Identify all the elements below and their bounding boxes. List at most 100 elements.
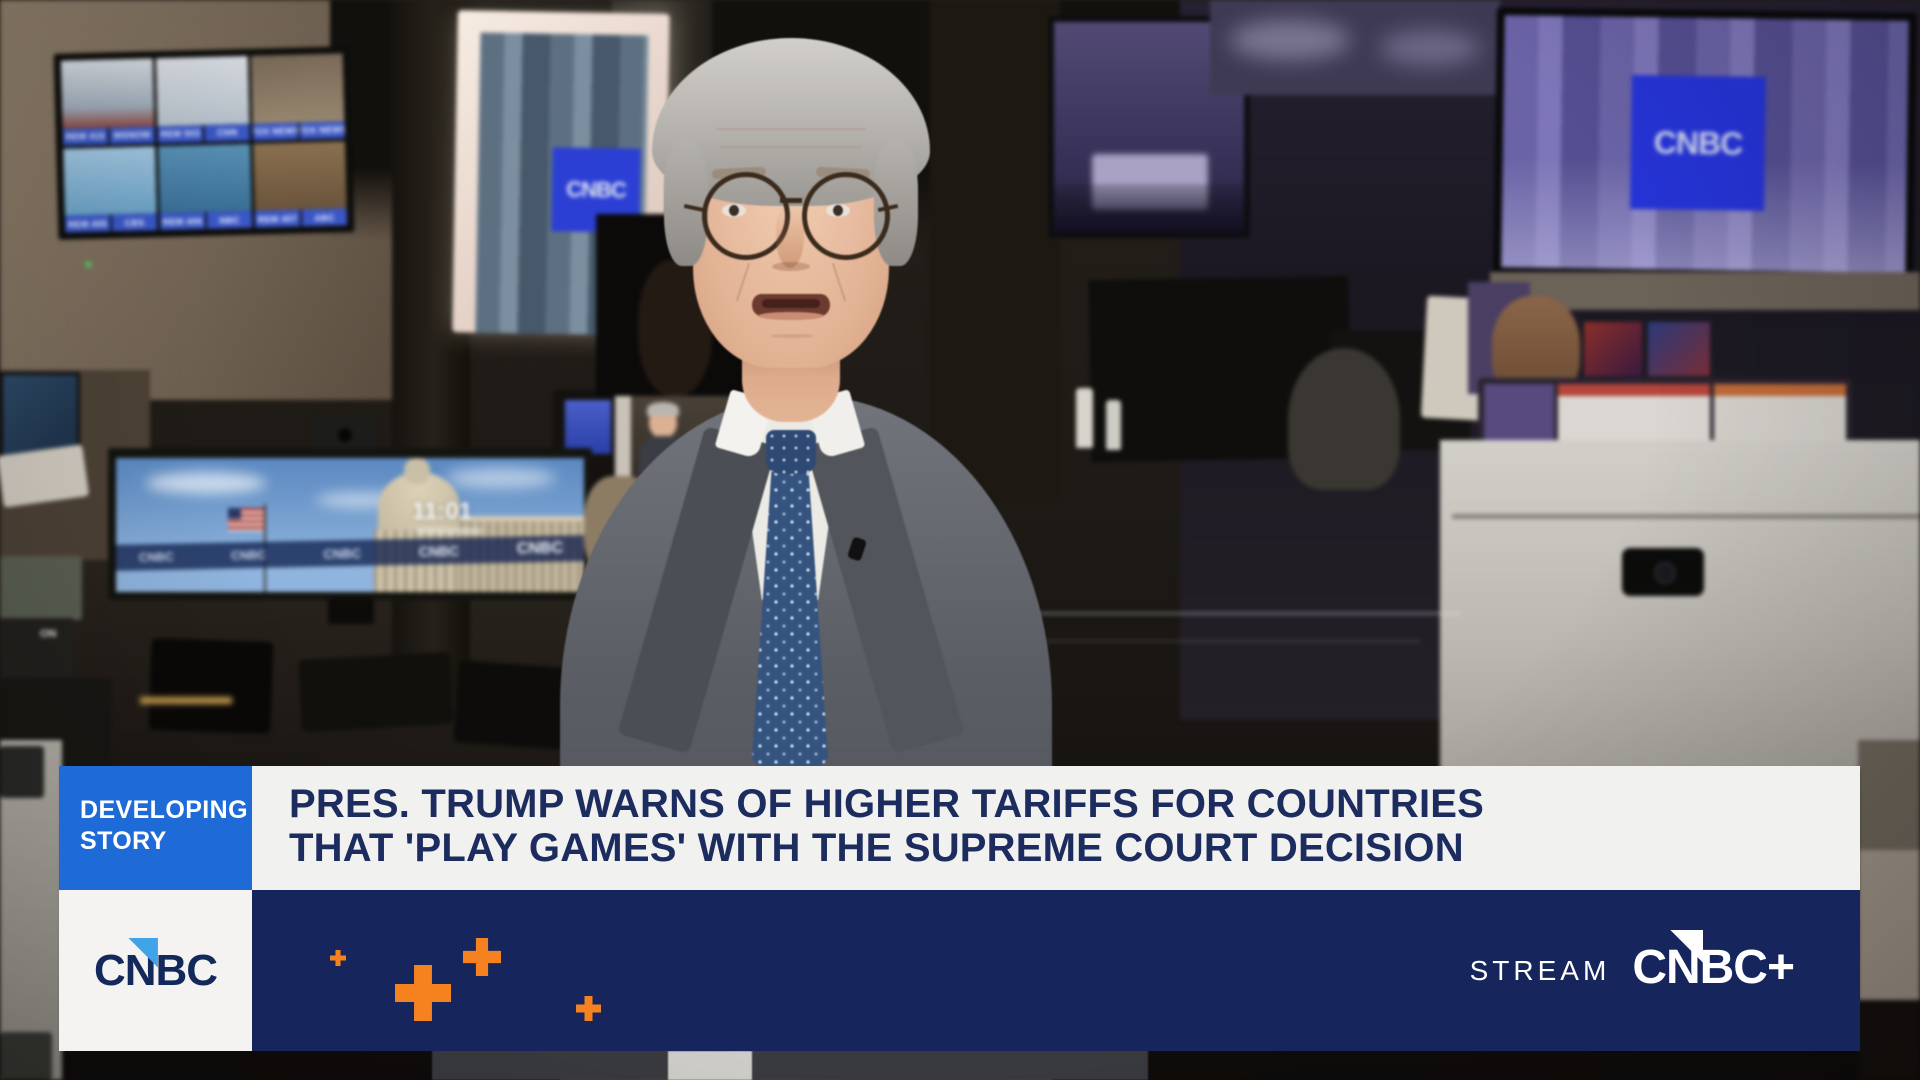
multiviewer-feed bbox=[60, 58, 155, 129]
plus-decoration bbox=[395, 965, 451, 1021]
forehead-line bbox=[716, 128, 866, 130]
status-led bbox=[86, 262, 91, 267]
right-edge-wall bbox=[1858, 740, 1920, 850]
headline-box: PRES. TRUMP WARNS OF HIGHER TARIFFS FOR … bbox=[252, 766, 1860, 890]
plus-decoration bbox=[576, 996, 601, 1021]
anchor-hair-side-left bbox=[664, 140, 708, 266]
multiviewer-feed bbox=[63, 145, 157, 216]
kicker-line: DEVELOPING bbox=[80, 796, 248, 824]
desk-equipment bbox=[148, 637, 274, 735]
multiviewer-feed bbox=[253, 140, 347, 211]
anchor-nose bbox=[776, 206, 804, 268]
multiviewer-cell: REM 415 MSNOW bbox=[60, 58, 155, 146]
anchor-mouth-inner bbox=[762, 299, 820, 308]
preview-hair bbox=[647, 402, 679, 416]
feed-label: CNN bbox=[204, 123, 250, 142]
right-strip-screen bbox=[1210, 0, 1500, 95]
glass-partition-edge bbox=[920, 640, 1420, 642]
desk-equipment bbox=[453, 660, 571, 750]
feed-label: REM 503 bbox=[157, 124, 203, 143]
stream-label: STREAM bbox=[1469, 954, 1611, 986]
equipment-label: ON bbox=[40, 628, 57, 640]
multiviewer-cell: REM 406 NBC bbox=[158, 143, 253, 231]
multiviewer-feed bbox=[158, 143, 252, 214]
desk-partition-white bbox=[1440, 440, 1920, 770]
multiviewer-monitor: REM 415 MSNOW REM 503 CNN FOX NEWS FOX NEWS… bbox=[53, 46, 355, 240]
cnbc-logo: CNBC bbox=[94, 937, 218, 996]
forehead-line bbox=[720, 146, 862, 148]
multiviewer-cell: REM 405 CBS bbox=[63, 145, 158, 233]
anchor-shirt-sliver bbox=[668, 1051, 752, 1080]
plus-decoration bbox=[330, 950, 346, 966]
cnbc-lightbox-logo-text: CNBC bbox=[566, 176, 627, 203]
screen-clock-caption bbox=[416, 528, 482, 534]
glasses-lens-right bbox=[802, 172, 890, 260]
big-screen-logo: CNBC bbox=[1630, 74, 1766, 211]
feed-label: NBC bbox=[206, 210, 253, 229]
cnbc-watermark: CNBC bbox=[516, 539, 564, 558]
equipment-box-dark: ON bbox=[0, 618, 74, 680]
strip-glow bbox=[1230, 20, 1350, 60]
spray-bottle bbox=[1076, 388, 1093, 448]
feed-label: REM 415 bbox=[62, 127, 108, 146]
headline-line: THAT 'PLAY GAMES' WITH THE SUPREME COURT… bbox=[289, 826, 1464, 870]
feed-label: MSNOW bbox=[109, 125, 155, 144]
cloud bbox=[146, 472, 266, 494]
feed-label: REM 406 bbox=[159, 212, 206, 231]
glasses-lens-left bbox=[702, 172, 790, 260]
wall-column-center bbox=[930, 0, 1060, 500]
cnbc-watermark: CNBC bbox=[231, 547, 267, 563]
stream-promo: STREAM CNBC+ bbox=[1469, 890, 1795, 1051]
equipment-box-green bbox=[0, 556, 82, 620]
feed-label: FOX NEWS bbox=[252, 122, 298, 141]
whitehouse-trees bbox=[1054, 184, 1244, 232]
multiviewer-feed bbox=[250, 53, 345, 124]
right-edge-desk bbox=[1858, 850, 1920, 1000]
capitol-cupola bbox=[404, 458, 430, 484]
screen-clock: 11:01 bbox=[412, 498, 473, 525]
feed-label: ABC bbox=[301, 208, 348, 227]
right-edge-floor bbox=[1858, 1000, 1920, 1080]
capitol-screen: 11:01 CNBC CNBC CNBC CNBC CNBC bbox=[116, 458, 584, 592]
feed-label: REM 405 bbox=[64, 214, 111, 233]
multiviewer-cell: FOX NEWS FOX NEWS bbox=[250, 53, 345, 141]
feed-label: REM 407 bbox=[254, 209, 301, 228]
feed-label: FOX NEWS bbox=[299, 120, 345, 139]
preview-frame-edge bbox=[615, 396, 631, 484]
desk-partition-seam bbox=[1452, 514, 1920, 519]
small-color-screen bbox=[1648, 322, 1710, 376]
plus-decoration bbox=[463, 938, 501, 976]
capitol-webcam bbox=[312, 416, 378, 454]
preview-blue-screen bbox=[565, 400, 611, 454]
us-flag-canton bbox=[228, 508, 241, 519]
cnbc-watermark: CNBC bbox=[138, 549, 174, 565]
stream-bar: STREAM CNBC+ bbox=[252, 890, 1860, 1051]
office-chair bbox=[1288, 348, 1400, 490]
feed-label: CBS bbox=[111, 213, 158, 232]
desk-light-strip bbox=[140, 697, 232, 704]
cnbc-watermark: CNBC bbox=[418, 542, 460, 560]
cnbc-watermark: CNBC bbox=[323, 545, 362, 562]
multiviewer-cell: REM 503 CNN bbox=[155, 55, 250, 143]
multiviewer-feed bbox=[155, 55, 250, 126]
cnbc-plus-logo-text: CNBC+ bbox=[1632, 941, 1795, 994]
small-color-screen bbox=[1584, 322, 1642, 376]
anchor-tie-knot bbox=[766, 430, 816, 474]
anchor-nose-shadow bbox=[772, 262, 810, 271]
big-cnbc-screen: CNBC bbox=[1493, 7, 1917, 281]
kicker-box: DEVELOPING STORY bbox=[59, 766, 252, 890]
cnbc-plus-logo: CNBC+ bbox=[1632, 930, 1795, 995]
desk-equipment bbox=[298, 652, 454, 732]
headline-line: PRES. TRUMP WARNS OF HIGHER TARIFFS FOR … bbox=[289, 782, 1485, 826]
big-screen-logo-text: CNBC bbox=[1653, 123, 1743, 162]
spray-bottle bbox=[1106, 400, 1121, 450]
kicker-line: STORY bbox=[80, 827, 167, 855]
cnbc-logo-box: CNBC bbox=[59, 890, 252, 1051]
multiviewer-cell: REM 407 ABC bbox=[253, 140, 348, 228]
cloud bbox=[446, 468, 556, 488]
whitehouse-monitor bbox=[1048, 16, 1250, 238]
desk-keyboard bbox=[0, 1032, 52, 1080]
left-edge-monitor bbox=[0, 372, 80, 458]
